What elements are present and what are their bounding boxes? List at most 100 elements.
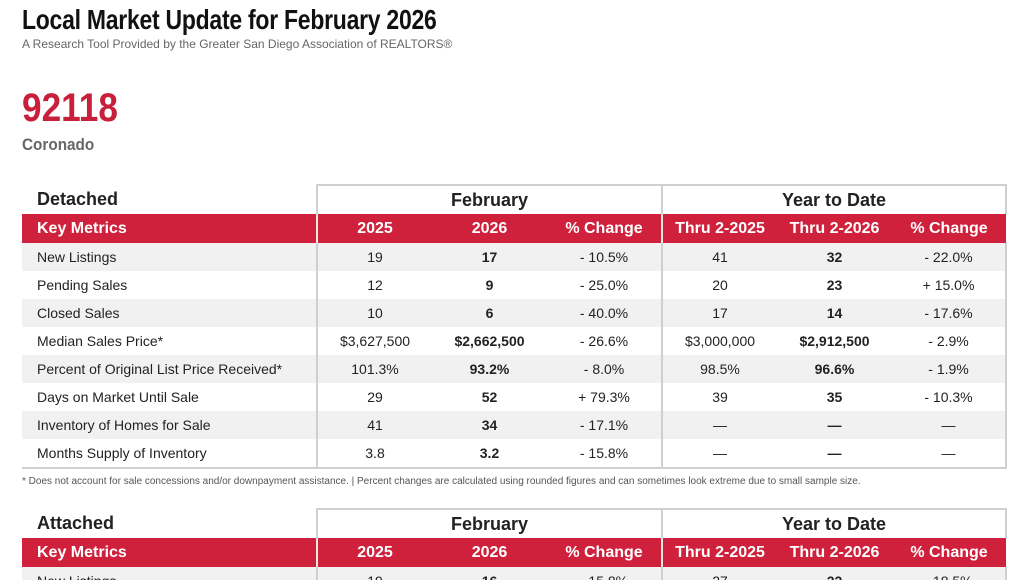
column-header: % Change bbox=[892, 538, 1007, 567]
metric-value: 20 bbox=[661, 271, 777, 299]
metric-name: Months Supply of Inventory bbox=[22, 439, 317, 469]
group-row: Attached February Year to Date bbox=[22, 508, 1008, 538]
metric-value: — bbox=[892, 439, 1008, 469]
metric-value: 17 bbox=[432, 243, 547, 271]
column-header: Thru 2-2025 bbox=[661, 214, 777, 243]
metric-value: 3.2 bbox=[432, 439, 547, 469]
metric-value: — bbox=[777, 411, 892, 439]
group-header: February bbox=[316, 184, 663, 214]
metric-row: New Listings 19 17- 10.5% 41 32- 22.0% bbox=[22, 243, 1008, 271]
metric-value: 22 bbox=[777, 567, 892, 580]
metric-value: - 1.9% bbox=[892, 355, 1008, 383]
header-row: Key Metrics 2025 2026% Change Thru 2-2025 Th… bbox=[22, 214, 1007, 243]
metric-row: Percent of Original List Price Received*… bbox=[22, 355, 1008, 383]
metric-value: - 15.8% bbox=[547, 567, 662, 580]
metric-value: 35 bbox=[826, 389, 843, 405]
metric-row: Inventory of Homes for Sale 41 34- 17.1% — —… bbox=[22, 411, 1008, 439]
metric-value: + 79.3% bbox=[578, 389, 630, 405]
metric-value: - 2.9% bbox=[892, 327, 1008, 355]
metric-value: 32 bbox=[777, 243, 892, 271]
metric-value: 19 bbox=[316, 567, 432, 580]
column-header: Thru 2-2025 bbox=[661, 538, 777, 567]
metric-value: 19 bbox=[316, 243, 432, 271]
column-header: 2026 bbox=[432, 538, 547, 567]
metric-value: 12 bbox=[316, 271, 432, 299]
metric-value: 23 bbox=[826, 277, 843, 293]
metric-value: $3,000,000 bbox=[661, 327, 777, 355]
metric-value: 9 bbox=[485, 277, 494, 293]
footnote: * Does not account for sale concessions … bbox=[22, 476, 861, 487]
metric-name: Closed Sales bbox=[22, 299, 317, 327]
metric-value: — bbox=[777, 439, 892, 469]
metric-value: - 17.6% bbox=[892, 299, 1008, 327]
metric-row: Days on Market Until Sale 29 52 + 79.3% 39 35… bbox=[22, 383, 1008, 411]
group-header: February bbox=[316, 508, 663, 538]
metric-name: Inventory of Homes for Sale bbox=[22, 411, 317, 439]
column-header: % Change bbox=[547, 214, 662, 243]
section-type: Attached bbox=[37, 513, 115, 533]
metric-row: Median Sales Price* $3,627,500 $2,662,500 -… bbox=[22, 327, 1008, 355]
metric-value: 52 bbox=[481, 389, 498, 405]
metric-value: $2,662,500 bbox=[454, 333, 525, 349]
metric-value: - 10.5% bbox=[547, 243, 662, 271]
metric-value: 41 bbox=[661, 243, 777, 271]
metric-name: Pending Sales bbox=[37, 277, 128, 293]
metric-value: - 15.8% bbox=[547, 439, 662, 469]
metric-value: 17 bbox=[661, 299, 777, 327]
city: Coronado bbox=[22, 135, 95, 154]
column-header: Key Metrics bbox=[22, 214, 317, 243]
metric-value: - 40.0% bbox=[547, 299, 662, 327]
metric-value: 93.2% bbox=[432, 355, 547, 383]
metric-value: - 10.3% bbox=[892, 383, 1008, 411]
column-header: % Change bbox=[892, 214, 1007, 243]
metric-value: 29 bbox=[316, 383, 432, 411]
group-row: Detached February Year to Date bbox=[22, 184, 1008, 214]
zip-code: 92118 bbox=[22, 86, 118, 130]
metric-name: New Listings bbox=[22, 567, 317, 580]
metric-row: Closed Sales 10 6- 40.0% 17 14- 17.6% bbox=[22, 299, 1008, 327]
metric-row: Months Supply of Inventory 3.8 3.2- 15.8% —… bbox=[22, 439, 1008, 469]
metric-value: 3.8 bbox=[316, 439, 432, 469]
metric-name: Days on Market Until Sale bbox=[37, 389, 199, 405]
metric-value: - 26.6% bbox=[579, 333, 629, 349]
metrics-table: Detached February Year to Date Key Metrics 2… bbox=[22, 184, 1008, 469]
column-header: Thru 2-2026 bbox=[777, 538, 892, 567]
metric-value: — bbox=[661, 411, 777, 439]
metric-value: — bbox=[892, 411, 1008, 439]
metric-value: + 15.0% bbox=[892, 271, 1008, 299]
metric-value: - 17.1% bbox=[547, 411, 662, 439]
metric-value: 10 bbox=[316, 299, 432, 327]
column-header: 2025 bbox=[316, 538, 432, 567]
subtitle: A Research Tool Provided by the Greater … bbox=[22, 37, 453, 51]
metric-name: New Listings bbox=[22, 243, 317, 271]
metric-value: 16 bbox=[432, 567, 547, 580]
column-header: 2025 bbox=[316, 214, 432, 243]
metric-row: Pending Sales 12 9 - 25.0% 20 23 + 15.0% bbox=[22, 271, 1008, 299]
metric-value: 98.5% bbox=[661, 355, 777, 383]
metric-value: - 25.0% bbox=[579, 277, 629, 293]
metric-value: 34 bbox=[432, 411, 547, 439]
metric-value: 41 bbox=[316, 411, 432, 439]
metric-value: - 8.0% bbox=[547, 355, 662, 383]
table-body: Detached February Year to Date Key Metrics 2… bbox=[22, 184, 1008, 469]
group-header: Year to Date bbox=[660, 508, 1008, 538]
metric-name: Median Sales Price* bbox=[37, 333, 164, 349]
metric-row: New Listings1916- 15.8%2722- 18.5% bbox=[22, 567, 1008, 580]
table-body: Attached February Year to Date Key Metrics 2… bbox=[22, 508, 1008, 580]
column-header: Key Metrics bbox=[22, 538, 317, 567]
column-header: % Change bbox=[547, 538, 662, 567]
title: Local Market Update for February 2026 bbox=[22, 4, 437, 35]
metric-value: — bbox=[661, 439, 777, 469]
metric-value: 96.6% bbox=[777, 355, 892, 383]
metric-name: Percent of Original List Price Received* bbox=[22, 355, 317, 383]
group-header: Year to Date bbox=[660, 184, 1008, 214]
metric-value: 39 bbox=[661, 383, 777, 411]
metric-value: $3,627,500 bbox=[316, 327, 432, 355]
metric-value: - 22.0% bbox=[892, 243, 1008, 271]
metric-value: 6 bbox=[432, 299, 547, 327]
metrics-table: Attached February Year to Date Key Metrics 2… bbox=[22, 508, 1008, 580]
metric-value: 14 bbox=[777, 299, 892, 327]
section-type: Detached bbox=[37, 189, 119, 209]
metric-value: 27 bbox=[661, 567, 777, 580]
